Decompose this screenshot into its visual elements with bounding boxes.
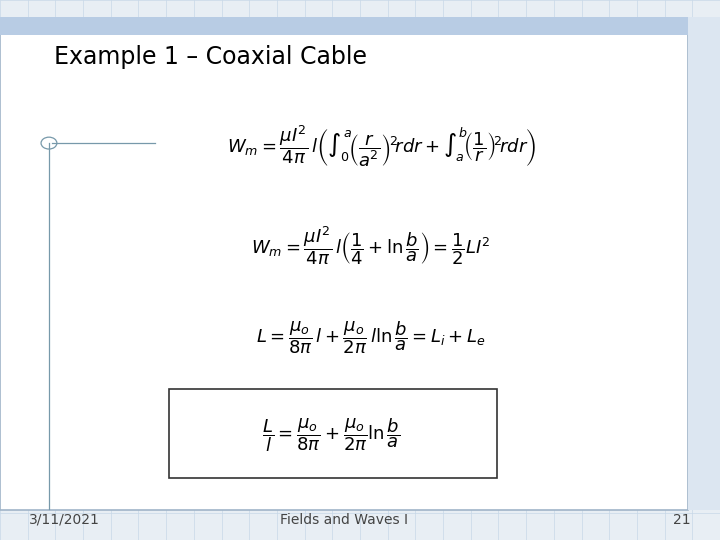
Text: $W_m = \dfrac{\mu I^2}{4\pi}\,l\left(\dfrac{1}{4} + \ln\dfrac{b}{a}\right) = \df: $W_m = \dfrac{\mu I^2}{4\pi}\,l\left(\df… <box>251 224 490 267</box>
Text: 3/11/2021: 3/11/2021 <box>29 512 99 526</box>
Bar <box>169 389 497 478</box>
Bar <box>0 17 688 35</box>
Text: 21: 21 <box>673 512 690 526</box>
Bar <box>688 17 720 510</box>
Text: Fields and Waves I: Fields and Waves I <box>280 512 408 526</box>
Text: $W_m = \dfrac{\mu I^2}{4\pi}\,l\left(\int_0^a\!\left(\dfrac{r}{a^2}\right)^{\!2}: $W_m = \dfrac{\mu I^2}{4\pi}\,l\left(\in… <box>227 123 536 168</box>
Text: $L = \dfrac{\mu_o}{8\pi}\,l + \dfrac{\mu_o}{2\pi}\,l\ln\dfrac{b}{a} = L_i + L_e$: $L = \dfrac{\mu_o}{8\pi}\,l + \dfrac{\mu… <box>256 319 485 356</box>
Text: Example 1 – Coaxial Cable: Example 1 – Coaxial Cable <box>54 45 367 69</box>
Text: $\dfrac{L}{l} = \dfrac{\mu_o}{8\pi} + \dfrac{\mu_o}{2\pi}\ln\dfrac{b}{a}$: $\dfrac{L}{l} = \dfrac{\mu_o}{8\pi} + \d… <box>262 416 400 454</box>
